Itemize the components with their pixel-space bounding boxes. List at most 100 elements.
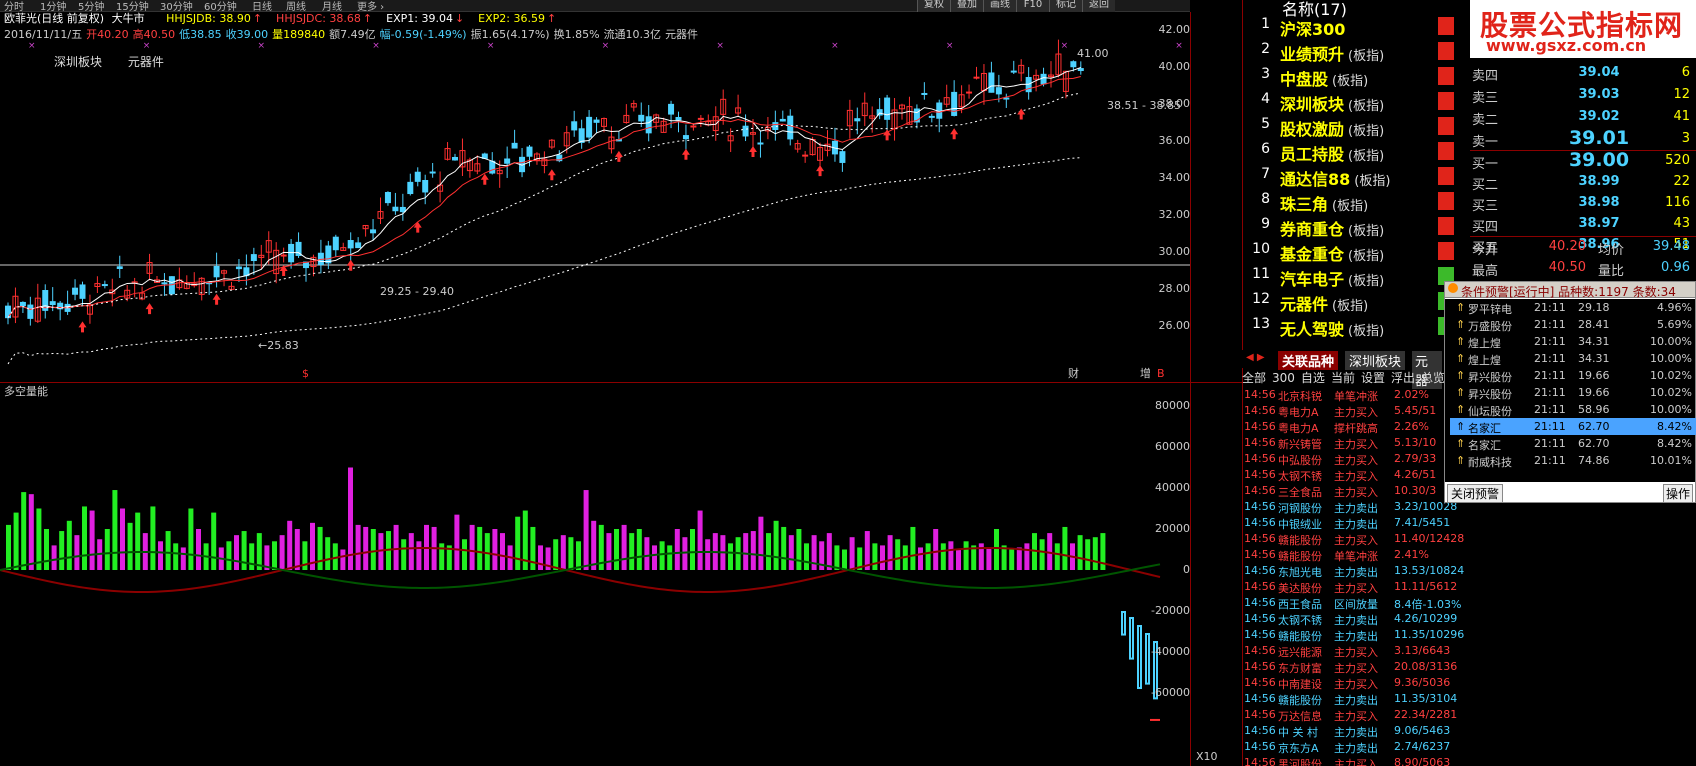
ticker-row[interactable]: 14:56 东旭光电 主力卖出 13.53/10824	[1242, 563, 1464, 579]
ticker-row[interactable]: 14:56 中银绒业 主力卖出 7.41/5451	[1242, 515, 1450, 531]
ticker-filter[interactable]: 总览	[1420, 371, 1445, 385]
sector-row[interactable]: 11 汽车电子 (板指)	[1248, 266, 1428, 290]
alert-row[interactable]: ⇑ 罗平锌电 21:11 29.18 4.96%	[1450, 299, 1696, 316]
alert-row[interactable]: ⇑ 煌上煌 21:11 34.31 10.00%	[1450, 333, 1696, 350]
alert-row[interactable]: ⇑ 名家汇 21:11 62.70 8.42%	[1450, 418, 1696, 435]
sector-row[interactable]: 13 无人驾驶 (板指)	[1248, 316, 1428, 340]
sector-name: 无人驾驶 (板指)	[1280, 320, 1385, 339]
candlestick-chart[interactable]: × × × × × × × × × × × 41.00 ←25.83 29.25 - 29.40 38.51…	[0, 12, 1190, 382]
period-tab[interactable]: 日线	[252, 2, 272, 13]
ticker-filter[interactable]: 浮出	[1390, 371, 1415, 385]
candle-body	[504, 158, 511, 164]
ticker-row[interactable]: 14:56 远兴能源 主力买入 3.13/6643	[1242, 643, 1450, 659]
alert-row[interactable]: ⇑ 万盛股份 21:11 28.41 5.69%	[1450, 316, 1696, 333]
ticker-action: 主力买入	[1334, 454, 1378, 467]
ticker-row[interactable]: 14:56 中南建设 主力买入 9.36/5036	[1242, 675, 1450, 691]
ticker-row[interactable]: 14:56 中 关 村 主力卖出 9.06/5463	[1242, 723, 1450, 739]
ticker-row[interactable]: 14:56 东方财富 主力买入 20.08/3136	[1242, 659, 1457, 675]
orderbook-price: 39.03	[1578, 87, 1620, 102]
ticker-filter[interactable]: 设置	[1360, 371, 1385, 385]
toolbar-button[interactable]: 标记	[1049, 0, 1082, 12]
ticker-tab-related[interactable]: 关联品种	[1278, 351, 1339, 370]
sector-row[interactable]: 1 沪深300	[1248, 16, 1428, 40]
period-tab[interactable]: 更多 ›	[357, 2, 385, 13]
ticker-stock: 中银绒业	[1278, 518, 1322, 531]
ticker-row[interactable]: 14:56 赣能股份 主力卖出 11.35/3104	[1242, 691, 1457, 707]
sector-row[interactable]: 8 珠三角 (板指)	[1248, 191, 1428, 215]
ticker-row[interactable]: 14:56 河钢股份 主力卖出 3.23/10028	[1242, 499, 1457, 515]
period-tab[interactable]: 60分钟	[204, 2, 237, 13]
candle-body	[496, 169, 503, 175]
ticker-filter[interactable]: 300	[1272, 371, 1295, 385]
volume-bar	[1085, 539, 1091, 570]
period-tab[interactable]: 30分钟	[160, 2, 193, 13]
sector-row[interactable]: 12 元器件 (板指)	[1248, 291, 1428, 315]
toolbar-button[interactable]: F10	[1016, 0, 1049, 12]
period-tab[interactable]: 1分钟	[40, 2, 67, 13]
block-label-shenzhen[interactable]: 深圳板块	[54, 55, 103, 69]
ticker-row[interactable]: 14:56 赣能股份 主力卖出 11.35/10296	[1242, 627, 1464, 643]
ticker-row[interactable]: 14:56 美达股份 主力买入 11.11/5612	[1242, 579, 1457, 595]
period-tab[interactable]: 15分钟	[116, 2, 149, 13]
toolbar-button[interactable]: 返回	[1082, 0, 1115, 12]
ticker-row[interactable]: 14:56 西王食品 区间放量 8.4倍-1.03%	[1242, 595, 1461, 611]
sector-tag: (板指)	[1354, 174, 1391, 189]
ticker-row[interactable]: 14:56 赣能股份 单笔冲涨 2.41%	[1242, 547, 1442, 563]
ticker-prev-icon[interactable]: ◀ ▶	[1246, 352, 1265, 363]
candle-body	[638, 114, 645, 122]
ticker-row[interactable]: 14:56 京东方A 主力卖出 2.74/6237	[1242, 739, 1450, 755]
sector-row[interactable]: 2 业绩预升 (板指)	[1248, 41, 1428, 65]
ticker-row[interactable]: 14:56 三全食品 主力买入 10.30/3	[1242, 483, 1442, 499]
ticker-row[interactable]: 14:56 粤电力A 撑杆跳高 2.26%	[1242, 419, 1442, 435]
ticker-filter[interactable]: 全部	[1242, 371, 1267, 385]
alert-row[interactable]: ⇑ 名家汇 21:11 62.70 8.42%	[1450, 435, 1696, 452]
ticker-row[interactable]: 14:56 太钢不锈 主力买入 4.26/51	[1242, 467, 1442, 483]
period-tab[interactable]: 5分钟	[78, 2, 105, 13]
alert-window[interactable]: 条件预警[运行中] 品种数:1197 条数:34 关闭预警 操作	[1444, 281, 1696, 503]
ticker-row[interactable]: 14:56 新兴铸管 主力买入 5.13/10	[1242, 435, 1442, 451]
ticker-row[interactable]: 14:56 粤电力A 主力买入 5.45/51	[1242, 403, 1442, 419]
ticker-tab-shenzhen[interactable]: 深圳板块	[1345, 351, 1406, 370]
sector-row[interactable]: 6 员工持股 (板指)	[1248, 141, 1428, 165]
period-tab[interactable]: 分时	[4, 2, 24, 13]
period-tab[interactable]: 周线	[286, 2, 306, 13]
alert-row[interactable]: ⇑ 昇兴股份 21:11 19.66 10.02%	[1450, 384, 1696, 401]
alert-titlebar[interactable]: 条件预警[运行中] 品种数:1197 条数:34	[1445, 282, 1695, 299]
candle-body	[466, 159, 473, 172]
close-alert-button[interactable]: 关闭预警	[1447, 484, 1504, 503]
toolbar-button[interactable]: 画线	[983, 0, 1016, 12]
alert-row[interactable]: ⇑ 耐威科技 21:11 74.86 10.01%	[1450, 452, 1696, 469]
alert-action-button[interactable]: 操作	[1662, 484, 1693, 503]
sector-row[interactable]: 5 股权激励 (板指)	[1248, 116, 1428, 140]
ticker-row[interactable]: 14:56 北京科锐 单笔冲涨 2.02%	[1242, 387, 1442, 403]
alert-row[interactable]: ⇑ 煌上煌 21:11 34.31 10.00%	[1450, 350, 1696, 367]
ticker-tab-components[interactable]: 元器	[1412, 351, 1442, 389]
period-tab[interactable]: 月线	[322, 2, 342, 13]
toolbar-button[interactable]: 叠加	[950, 0, 983, 12]
ticker-time: 14:56	[1244, 484, 1276, 497]
sector-row[interactable]: 7 通达信88 (板指)	[1248, 166, 1428, 190]
alert-row[interactable]: ⇑ 昇兴股份 21:11 19.66 10.02%	[1450, 367, 1696, 384]
ticker-filter[interactable]: 当前	[1330, 371, 1355, 385]
sector-row[interactable]: 3 中盘股 (板指)	[1248, 66, 1428, 90]
ticker-value: 11.40/12428	[1394, 532, 1465, 545]
ticker-value: 3.23/10028	[1394, 500, 1458, 513]
sector-row[interactable]: 10 基金重仓 (板指)	[1248, 241, 1428, 265]
ticker-row[interactable]: 14:56 黑河股份 主力买入 8.90/5063	[1242, 755, 1450, 766]
alert-row[interactable]: ⇑ 仙坛股份 21:11 58.96 10.00%	[1450, 401, 1696, 418]
sector-row[interactable]: 4 深圳板块 (板指)	[1248, 91, 1428, 115]
alert-stock: 仙坛股份	[1468, 405, 1512, 418]
toolbar-button[interactable]: 复权	[917, 0, 950, 12]
ticker-row[interactable]: 14:56 中弘股份 主力买入 2.79/33	[1242, 451, 1442, 467]
alert-up-icon: ⇑	[1456, 369, 1466, 382]
volume-energy-chart[interactable]	[0, 383, 1190, 766]
ticker-row[interactable]: 14:56 万达信息 主力买入 22.34/2281	[1242, 707, 1457, 723]
sector-tag: (板指)	[1332, 299, 1369, 314]
candle-body	[593, 119, 600, 123]
ticker-row[interactable]: 14:56 赣能股份 主力买入 11.40/12428	[1242, 531, 1464, 547]
ticker-filter[interactable]: 自选	[1300, 371, 1325, 385]
ticker-row[interactable]: 14:56 太钢不锈 主力卖出 4.26/10299	[1242, 611, 1457, 627]
block-label-components[interactable]: 元器件	[127, 55, 164, 69]
candle-body	[556, 154, 563, 162]
sector-row[interactable]: 9 券商重仓 (板指)	[1248, 216, 1428, 240]
